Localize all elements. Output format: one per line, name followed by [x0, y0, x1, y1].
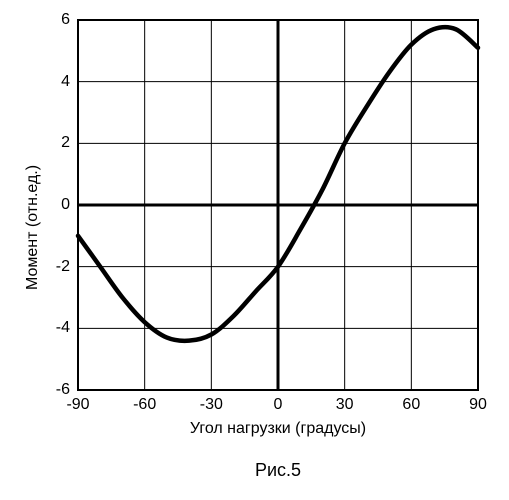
y-tick-label: -2 [56, 258, 70, 276]
chart-container: Момент (отн.ед.) Угол нагрузки (градусы)… [0, 0, 509, 500]
x-axis-label: Угол нагрузки (градусы) [78, 420, 478, 438]
x-tick-label: 0 [258, 396, 298, 414]
y-tick-label: 2 [61, 134, 70, 152]
y-tick-label: -4 [56, 319, 70, 337]
y-tick-label: 0 [61, 196, 70, 214]
x-tick-label: -30 [191, 396, 231, 414]
x-tick-label: -90 [58, 396, 98, 414]
x-tick-label: 90 [458, 396, 498, 414]
y-tick-label: 4 [61, 73, 70, 91]
figure-caption: Рис.5 [78, 460, 478, 481]
x-tick-label: 30 [325, 396, 365, 414]
x-tick-label: 60 [391, 396, 431, 414]
y-axis-label: Момент (отн.ед.) [24, 165, 42, 290]
y-tick-label: 6 [61, 11, 70, 29]
x-tick-label: -60 [125, 396, 165, 414]
